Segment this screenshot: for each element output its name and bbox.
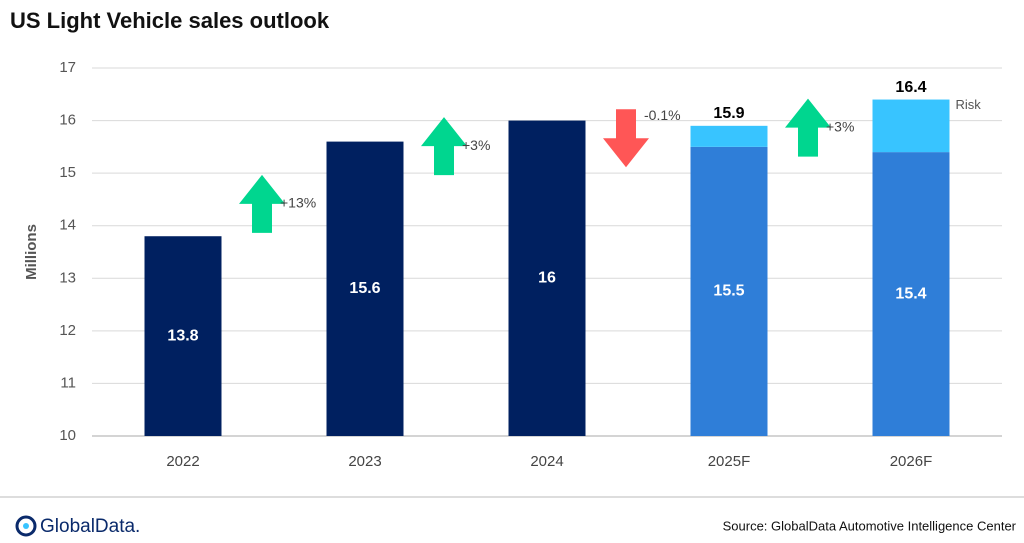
y-tick-label: 17 — [59, 59, 76, 76]
bar-segment — [872, 99, 950, 153]
value-label: 13.8 — [167, 327, 198, 344]
bar-segment — [690, 125, 768, 147]
x-tick-label: 2022 — [166, 453, 199, 470]
change-arrow — [421, 117, 467, 176]
y-tick-label: 11 — [60, 374, 76, 391]
chart-title: US Light Vehicle sales outlook — [10, 8, 330, 33]
x-tick-label: 2026F — [890, 453, 933, 470]
y-axis-label: Millions — [23, 224, 40, 280]
bar-segment — [690, 146, 768, 436]
bar-segment — [872, 152, 950, 436]
y-tick-label: 15 — [59, 164, 76, 181]
y-tick-label: 10 — [59, 427, 76, 444]
change-label: -0.1% — [644, 107, 681, 123]
value-label: 15.4 — [895, 285, 926, 302]
change-arrow — [785, 98, 831, 157]
change-label: +3% — [826, 118, 854, 134]
y-tick-label: 14 — [59, 217, 76, 234]
total-label: 15.9 — [713, 105, 744, 122]
total-label: 16.4 — [895, 79, 926, 96]
bar-segment — [508, 120, 586, 437]
logo-icon — [15, 515, 37, 537]
change-arrow — [603, 109, 649, 168]
change-label: +3% — [462, 137, 490, 153]
risk-label: Risk — [956, 97, 982, 112]
x-tick-label: 2023 — [348, 453, 381, 470]
source: Source: GlobalData Automotive Intelligen… — [723, 518, 1017, 533]
y-tick-label: 16 — [59, 112, 76, 129]
value-label: 16 — [538, 270, 556, 287]
value-label: 15.5 — [713, 283, 744, 300]
change-arrow — [239, 174, 285, 233]
bar-segment — [144, 236, 222, 436]
x-tick-label: 2025F — [708, 453, 751, 470]
y-tick-label: 12 — [59, 322, 76, 339]
x-tick-label: 2024 — [530, 453, 563, 470]
change-label: +13% — [280, 195, 316, 211]
bar-segment — [326, 141, 404, 436]
y-tick-label: 13 — [59, 269, 76, 286]
logo-text: GlobalData. — [40, 516, 140, 537]
value-label: 15.6 — [349, 280, 380, 297]
